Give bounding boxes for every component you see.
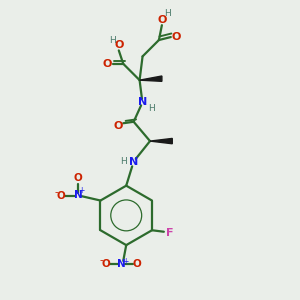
Text: N: N xyxy=(138,98,147,107)
Polygon shape xyxy=(150,138,172,144)
Text: N: N xyxy=(117,260,126,269)
Text: H: H xyxy=(148,104,155,113)
Text: H: H xyxy=(110,35,116,44)
Text: O: O xyxy=(172,32,181,42)
Text: O: O xyxy=(133,260,142,269)
Text: H: H xyxy=(164,9,171,18)
Text: H: H xyxy=(120,157,127,166)
Text: O: O xyxy=(113,121,123,131)
Text: -: - xyxy=(100,256,103,266)
Text: N: N xyxy=(129,157,138,167)
Text: O: O xyxy=(103,59,112,69)
Polygon shape xyxy=(140,76,162,81)
Text: +: + xyxy=(122,257,128,266)
Text: O: O xyxy=(74,173,82,183)
Text: +: + xyxy=(78,186,84,195)
Text: N: N xyxy=(74,190,82,200)
Text: F: F xyxy=(166,228,173,238)
Text: O: O xyxy=(57,191,66,201)
Text: O: O xyxy=(114,40,124,50)
Text: O: O xyxy=(157,15,167,25)
Text: -: - xyxy=(55,187,58,197)
Text: O: O xyxy=(102,260,111,269)
